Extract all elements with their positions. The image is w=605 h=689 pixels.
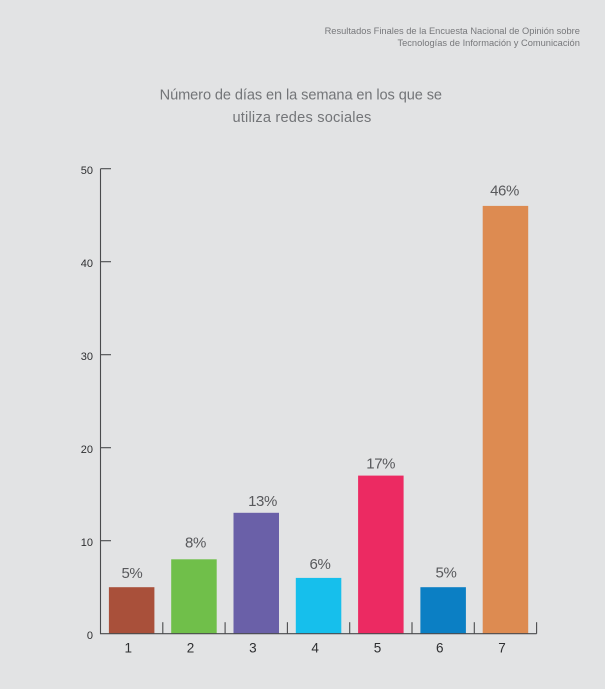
svg-text:2: 2	[187, 640, 195, 655]
svg-text:7: 7	[498, 640, 506, 655]
svg-text:40: 40	[81, 258, 93, 270]
svg-text:13%: 13%	[248, 493, 277, 510]
svg-text:5: 5	[374, 640, 382, 655]
svg-text:3: 3	[249, 640, 257, 655]
svg-text:10: 10	[81, 537, 93, 549]
svg-text:6%: 6%	[310, 556, 331, 573]
svg-text:30: 30	[81, 351, 93, 363]
svg-text:0: 0	[87, 630, 93, 642]
svg-text:50: 50	[81, 165, 93, 177]
svg-text:4: 4	[311, 640, 319, 655]
svg-text:46%: 46%	[490, 182, 519, 199]
svg-text:8%: 8%	[185, 534, 206, 551]
svg-text:utiliza redes sociales: utiliza redes sociales	[232, 110, 371, 126]
svg-text:6: 6	[436, 640, 444, 655]
svg-text:1: 1	[124, 640, 132, 655]
svg-text:Número de días en la semana en: Número de días en la semana en los que s…	[160, 87, 442, 103]
svg-text:Tecnologías de Información y C: Tecnologías de Información y Comunicació…	[397, 38, 579, 48]
svg-text:20: 20	[81, 444, 93, 456]
svg-text:17%: 17%	[366, 456, 395, 473]
svg-text:Resultados Finales de la Encue: Resultados Finales de la Encuesta Nacion…	[325, 26, 580, 36]
svg-text:5%: 5%	[436, 565, 457, 582]
svg-text:5%: 5%	[121, 565, 142, 582]
